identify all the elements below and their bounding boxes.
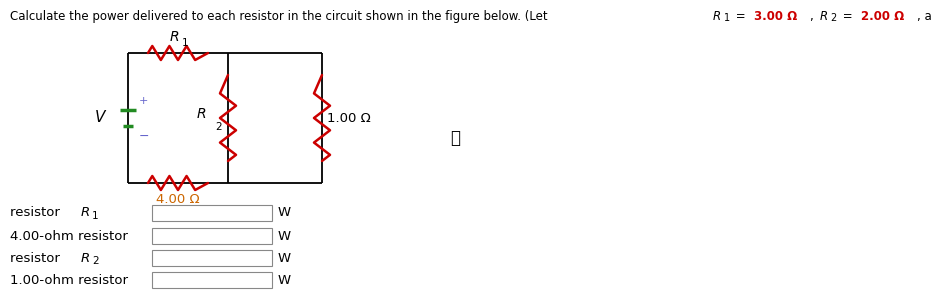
Text: 3.00 Ω: 3.00 Ω bbox=[754, 10, 798, 23]
Text: resistor: resistor bbox=[10, 252, 64, 265]
Text: R: R bbox=[80, 252, 89, 265]
Text: V: V bbox=[95, 110, 105, 126]
Text: ,: , bbox=[810, 10, 817, 23]
FancyBboxPatch shape bbox=[152, 205, 272, 221]
Text: 1.00 Ω: 1.00 Ω bbox=[327, 111, 371, 125]
Text: 2: 2 bbox=[215, 122, 222, 132]
Text: R: R bbox=[169, 30, 179, 44]
Text: 2: 2 bbox=[92, 256, 99, 266]
FancyBboxPatch shape bbox=[152, 250, 272, 266]
Text: =: = bbox=[732, 10, 749, 23]
Text: 4.00-ohm resistor: 4.00-ohm resistor bbox=[10, 229, 128, 243]
Text: 1: 1 bbox=[182, 38, 189, 48]
Text: 1: 1 bbox=[92, 211, 99, 221]
Text: +: + bbox=[139, 96, 148, 106]
Text: =: = bbox=[839, 10, 857, 23]
Text: resistor: resistor bbox=[10, 206, 64, 219]
Text: W: W bbox=[278, 206, 291, 219]
Text: 1.00-ohm resistor: 1.00-ohm resistor bbox=[10, 274, 128, 287]
Text: R: R bbox=[820, 10, 829, 23]
Text: , and: , and bbox=[917, 10, 931, 23]
Text: ⓘ: ⓘ bbox=[450, 129, 460, 147]
Text: 2.00 Ω: 2.00 Ω bbox=[861, 10, 905, 23]
Text: −: − bbox=[139, 130, 150, 143]
Text: Calculate the power delivered to each resistor in the circuit shown in the figur: Calculate the power delivered to each re… bbox=[10, 10, 551, 23]
Text: W: W bbox=[278, 229, 291, 243]
Text: 4.00 Ω: 4.00 Ω bbox=[156, 193, 200, 206]
FancyBboxPatch shape bbox=[152, 272, 272, 288]
Text: 1: 1 bbox=[723, 13, 730, 23]
FancyBboxPatch shape bbox=[152, 228, 272, 244]
Text: W: W bbox=[278, 252, 291, 265]
Text: W: W bbox=[278, 274, 291, 287]
Text: R: R bbox=[80, 206, 89, 219]
Text: R: R bbox=[196, 107, 206, 121]
Text: 2: 2 bbox=[830, 13, 837, 23]
Text: R: R bbox=[713, 10, 722, 23]
